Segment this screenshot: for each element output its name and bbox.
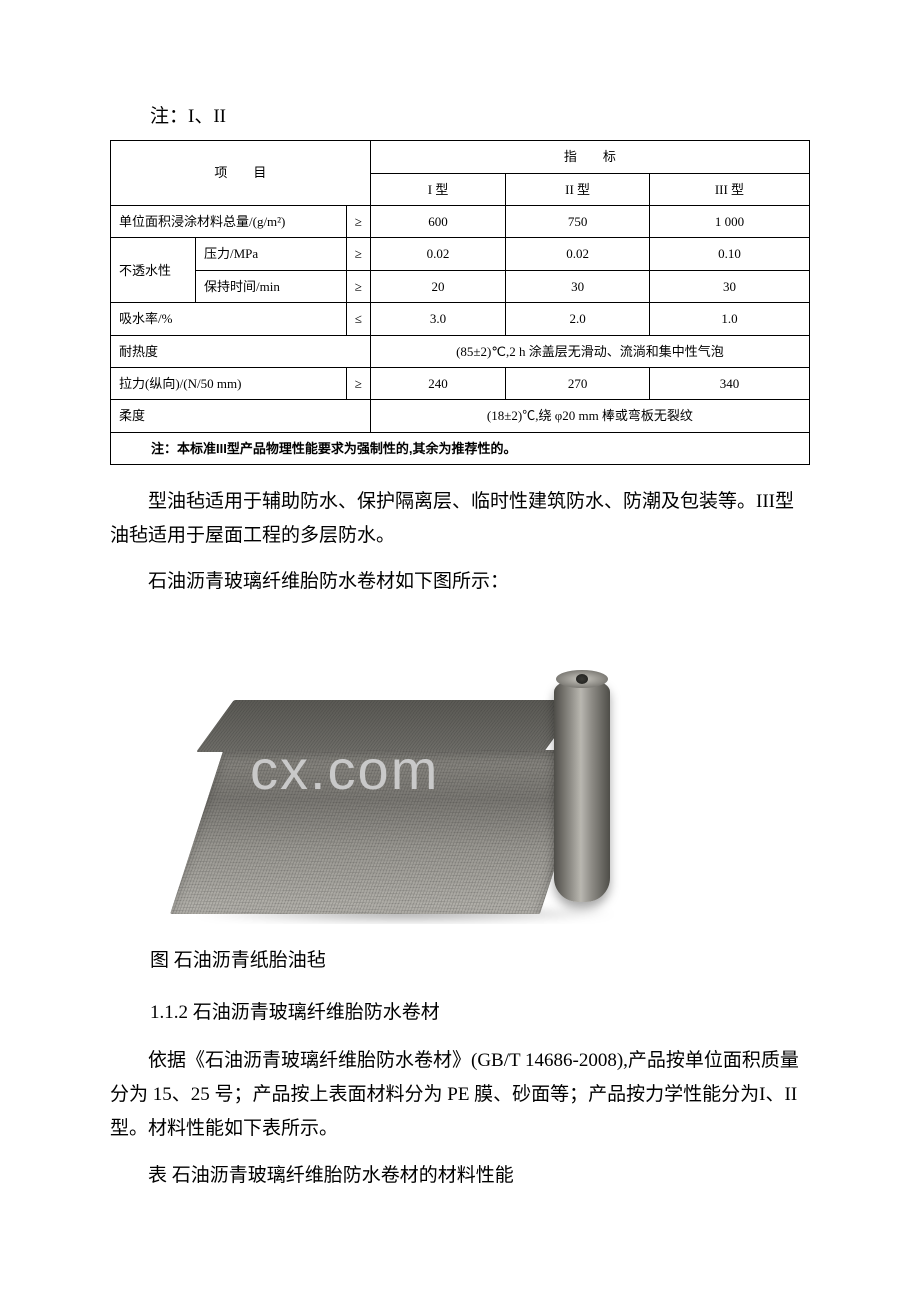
section-heading: 1.1.2 石油沥青玻璃纤维胎防水卷材 (110, 996, 810, 1030)
paragraph-usage: 型油毡适用于辅助防水、保护隔离层、临时性建筑防水、防潮及包装等。III型油毡适用… (110, 485, 810, 553)
footnote-text: 注：本标准III型产品物理性能要求为强制性的,其余为推荐性的。 (111, 432, 810, 464)
table-row: 吸水率/% ≤ 3.0 2.0 1.0 (111, 303, 810, 335)
row-sym: ≥ (346, 238, 370, 270)
table-row: 单位面积浸涂材料总量/(g/m²) ≥ 600 750 1 000 (111, 205, 810, 237)
row-label: 压力/MPa (196, 238, 347, 270)
table-row: 不透水性 压力/MPa ≥ 0.02 0.02 0.10 (111, 238, 810, 270)
row-merged: (85±2)℃,2 h 涂盖层无滑动、流淌和集中性气泡 (370, 335, 809, 367)
th-item: 项 目 (111, 141, 371, 206)
row-val: 750 (506, 205, 650, 237)
paragraph-text: 型油毡适用于辅助防水、保护隔离层、临时性建筑防水、防潮及包装等。III型油毡适用… (110, 491, 794, 546)
row-val: 340 (649, 367, 809, 399)
row-val: 20 (370, 270, 505, 302)
figure-mat-surface (170, 750, 593, 914)
figure-roll-core (576, 674, 588, 684)
paragraph-standard: 依据《石油沥青玻璃纤维胎防水卷材》(GB/T 14686-2008),产品按单位… (110, 1044, 810, 1147)
th-col1: I 型 (370, 173, 505, 205)
row-label: 耐热度 (111, 335, 371, 367)
table2-title: 表 石油沥青玻璃纤维胎防水卷材的材料性能 (110, 1159, 810, 1193)
figure-mat (170, 714, 610, 914)
top-note: 注：I、II (110, 100, 810, 134)
row-label: 保持时间/min (196, 270, 347, 302)
figure-roll (554, 678, 610, 902)
row-val: 0.10 (649, 238, 809, 270)
row-val: 0.02 (370, 238, 505, 270)
row-val: 0.02 (506, 238, 650, 270)
paragraph-figure-intro: 石油沥青玻璃纤维胎防水卷材如下图所示： (110, 565, 810, 599)
row-label: 柔度 (111, 400, 371, 432)
row-group: 不透水性 (111, 238, 196, 303)
row-sym: ≤ (346, 303, 370, 335)
table-row: 耐热度 (85±2)℃,2 h 涂盖层无滑动、流淌和集中性气泡 (111, 335, 810, 367)
row-label: 吸水率/% (111, 303, 347, 335)
row-val: 1.0 (649, 303, 809, 335)
row-val: 2.0 (506, 303, 650, 335)
row-val: 270 (506, 367, 650, 399)
row-sym: ≥ (346, 270, 370, 302)
table-row: 保持时间/min ≥ 20 30 30 (111, 270, 810, 302)
row-val: 240 (370, 367, 505, 399)
figure-image: cx.com (170, 624, 630, 924)
row-val: 600 (370, 205, 505, 237)
th-col3: III 型 (649, 173, 809, 205)
row-val: 30 (649, 270, 809, 302)
figure-container: cx.com (170, 624, 810, 924)
table-footnote: 注：本标准III型产品物理性能要求为强制性的,其余为推荐性的。 (111, 432, 810, 464)
row-sym: ≥ (346, 205, 370, 237)
row-sym: ≥ (346, 367, 370, 399)
spec-table: 项 目 指 标 I 型 II 型 III 型 单位面积浸涂材料总量/(g/m²)… (110, 140, 810, 465)
row-val: 3.0 (370, 303, 505, 335)
row-val: 30 (506, 270, 650, 302)
row-label: 单位面积浸涂材料总量/(g/m²) (111, 205, 347, 237)
th-col2: II 型 (506, 173, 650, 205)
figure-caption: 图 石油沥青纸胎油毡 (110, 944, 810, 978)
figure-mat-top (196, 700, 582, 752)
th-indicator: 指 标 (370, 141, 809, 173)
row-label: 拉力(纵向)/(N/50 mm) (111, 367, 347, 399)
table-row: 柔度 (18±2)℃,绕 φ20 mm 棒或弯板无裂纹 (111, 400, 810, 432)
table-row: 拉力(纵向)/(N/50 mm) ≥ 240 270 340 (111, 367, 810, 399)
row-val: 1 000 (649, 205, 809, 237)
row-merged: (18±2)℃,绕 φ20 mm 棒或弯板无裂纹 (370, 400, 809, 432)
